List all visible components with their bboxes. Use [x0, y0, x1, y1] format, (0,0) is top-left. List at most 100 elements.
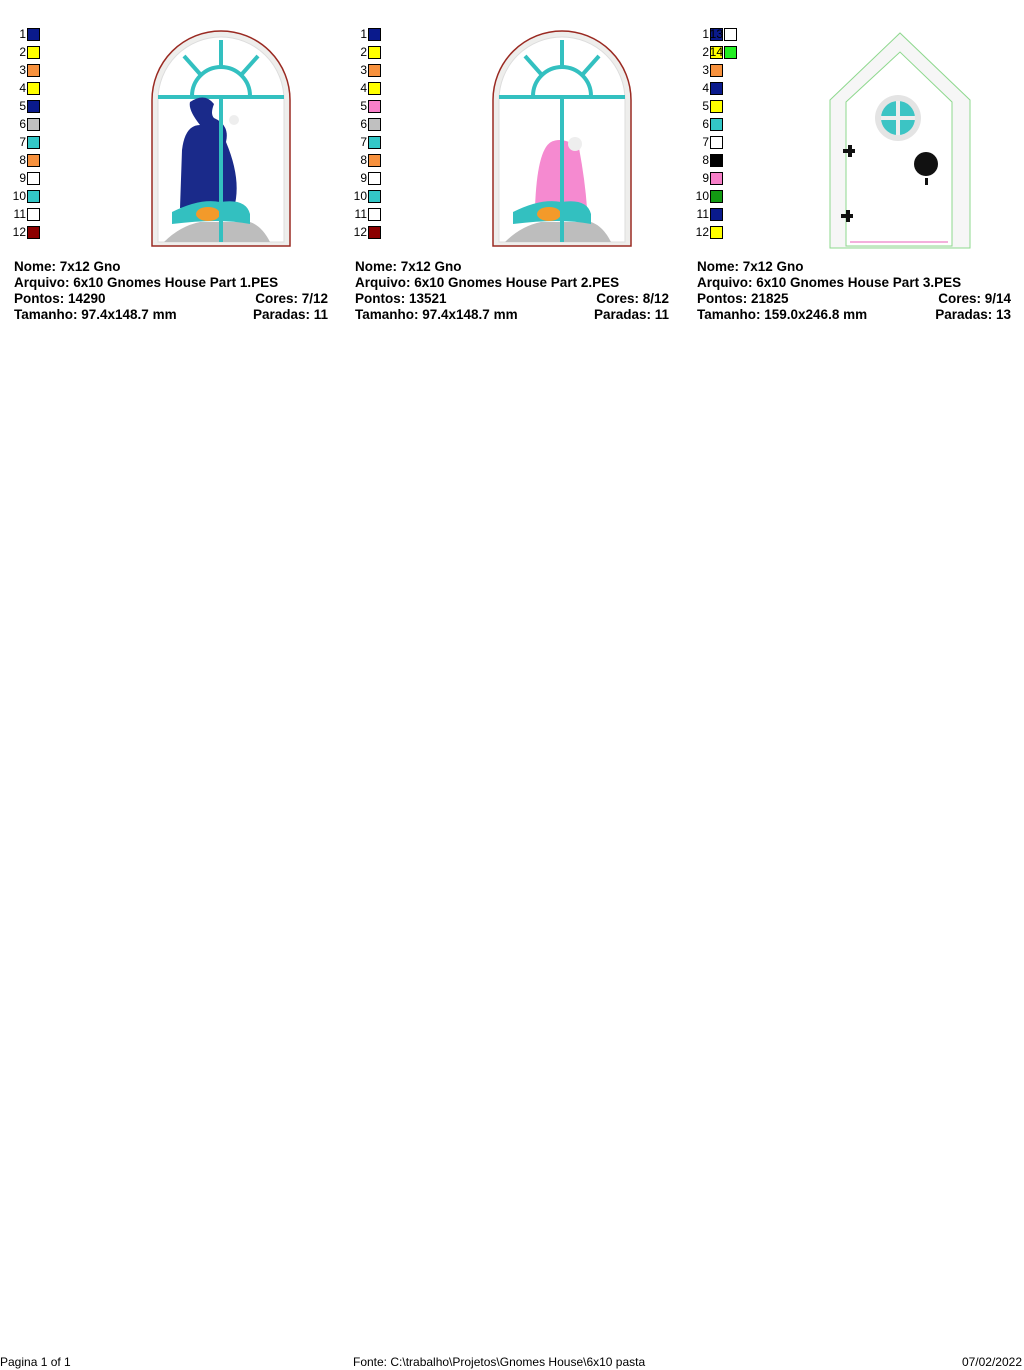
- color-swatch: 6: [683, 117, 723, 131]
- color-index: 1: [360, 27, 367, 41]
- color-box: [710, 27, 723, 41]
- color-box: [27, 171, 40, 185]
- color-swatch: 10: [683, 189, 723, 203]
- color-index: 11: [696, 207, 709, 221]
- color-box: [710, 153, 723, 167]
- color-index: 14: [709, 45, 723, 59]
- color-swatch: 4: [341, 81, 381, 95]
- color-box: [27, 27, 40, 41]
- color-swatch: 9: [0, 171, 40, 185]
- color-swatch: 5: [0, 99, 40, 113]
- color-index: 13: [709, 27, 723, 41]
- color-index: 8: [702, 153, 709, 167]
- color-index: 3: [702, 63, 709, 77]
- color-swatch: 11: [0, 207, 40, 221]
- color-index: 6: [19, 117, 26, 131]
- color-swatch: 7: [683, 135, 723, 149]
- color-box: [27, 153, 40, 167]
- design-name: Nome: 7x12 Gno: [697, 259, 804, 274]
- color-swatch: 8: [683, 153, 723, 167]
- color-box: [368, 27, 381, 41]
- window-design-preview: [150, 30, 292, 255]
- color-box: [368, 135, 381, 149]
- print-date: 07/02/2022: [961, 1355, 1022, 1369]
- stop-count: Paradas: 11: [593, 307, 669, 322]
- color-index: 3: [360, 63, 367, 77]
- color-swatch: 3: [683, 63, 723, 77]
- design-file: Arquivo: 6x10 Gnomes House Part 1.PES: [14, 275, 279, 290]
- color-swatch: 12: [341, 225, 381, 239]
- door-design-preview: [828, 30, 978, 255]
- color-box: [368, 225, 381, 239]
- color-swatch: 5: [683, 99, 723, 113]
- design-panel: 1 2 3 4 5 6 7 8 9 10 11 12 13 1: [683, 0, 1024, 330]
- color-index: 2: [702, 45, 709, 59]
- color-box: [710, 117, 723, 131]
- color-swatch: 4: [683, 81, 723, 95]
- color-box: [724, 45, 737, 59]
- color-index: 12: [695, 225, 709, 239]
- color-box: [710, 63, 723, 77]
- color-box: [27, 135, 40, 149]
- color-box: [27, 225, 40, 239]
- color-index: 5: [19, 99, 26, 113]
- color-index: 5: [702, 99, 709, 113]
- color-count: Cores: 9/14: [938, 291, 1011, 306]
- color-swatch: 7: [0, 135, 40, 149]
- color-swatch: 3: [0, 63, 40, 77]
- color-swatch: 11: [341, 207, 381, 221]
- color-index: 7: [702, 135, 709, 149]
- color-swatch: 12: [683, 225, 723, 239]
- color-index: 8: [360, 153, 367, 167]
- color-box: [368, 153, 381, 167]
- color-index: 11: [354, 207, 367, 221]
- color-index: 12: [353, 225, 367, 239]
- color-swatch: 1: [341, 27, 381, 41]
- color-swatch: 8: [341, 153, 381, 167]
- color-index: 9: [19, 171, 26, 185]
- source-path: Fonte: C:\trabalho\Projetos\Gnomes House…: [353, 1355, 646, 1369]
- color-index: 9: [360, 171, 367, 185]
- color-index: 9: [702, 171, 709, 185]
- design-file: Arquivo: 6x10 Gnomes House Part 2.PES: [355, 275, 620, 290]
- design-name: Nome: 7x12 Gno: [355, 259, 462, 274]
- color-index: 1: [702, 27, 709, 41]
- color-box: [710, 99, 723, 113]
- color-box: [710, 135, 723, 149]
- color-swatch: 6: [341, 117, 381, 131]
- color-swatch: 9: [683, 171, 723, 185]
- design-size: Tamanho: 97.4x148.7 mm: [14, 307, 177, 322]
- color-index: 8: [19, 153, 26, 167]
- color-index: 1: [19, 27, 26, 41]
- color-swatch: 3: [341, 63, 381, 77]
- color-box: [27, 63, 40, 77]
- color-box: [710, 225, 723, 239]
- color-swatch: 2: [683, 45, 723, 59]
- color-index: 4: [360, 81, 367, 95]
- design-size: Tamanho: 159.0x246.8 mm: [697, 307, 868, 322]
- color-count: Cores: 7/12: [255, 291, 328, 306]
- color-box: [710, 171, 723, 185]
- color-box: [27, 117, 40, 131]
- color-index: 2: [360, 45, 367, 59]
- color-swatch: 1: [683, 27, 723, 41]
- color-index: 12: [12, 225, 26, 239]
- color-box: [710, 81, 723, 95]
- color-box: [724, 27, 737, 41]
- color-box: [368, 99, 381, 113]
- color-swatch: 14: [703, 45, 737, 59]
- color-index: 2: [19, 45, 26, 59]
- color-index: 4: [19, 81, 26, 95]
- color-swatch: 2: [0, 45, 40, 59]
- stop-count: Paradas: 13: [935, 307, 1011, 322]
- color-swatch: 6: [0, 117, 40, 131]
- color-box: [368, 207, 381, 221]
- color-index: 6: [360, 117, 367, 131]
- design-info: Nome: 7x12 Gno Arquivo: 6x10 Gnomes Hous…: [697, 259, 1011, 323]
- color-index: 4: [702, 81, 709, 95]
- color-index: 3: [19, 63, 26, 77]
- color-box: [368, 117, 381, 131]
- design-info: Nome: 7x12 Gno Arquivo: 6x10 Gnomes Hous…: [355, 259, 669, 323]
- color-box: [368, 63, 381, 77]
- color-index: 10: [353, 189, 367, 203]
